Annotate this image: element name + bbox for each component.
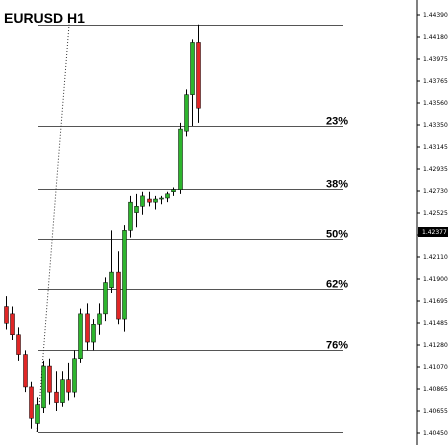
price-tick-label: 1.40865 (423, 386, 448, 393)
fib-level-label: 50% (326, 229, 348, 241)
fib-level-label: 23% (326, 116, 348, 128)
candle-bull[interactable] (178, 122, 183, 194)
price-tick-label: 1.40655 (423, 408, 448, 415)
candle-bull[interactable] (97, 303, 102, 335)
candle-bear[interactable] (23, 350, 28, 393)
candle-bull[interactable] (72, 350, 77, 398)
candle-body (116, 271, 121, 320)
price-tick-label: 1.40450 (423, 430, 448, 437)
candle-body (60, 379, 65, 403)
fibonacci-levels: 23% 38% 50% 62% 76% (38, 25, 348, 433)
candle-body (23, 354, 28, 388)
candle-body (16, 334, 21, 355)
candle-body (91, 324, 96, 343)
candle-bull[interactable] (171, 187, 176, 196)
candle-bull[interactable] (184, 89, 189, 137)
candle-body (97, 313, 102, 325)
candle-body (10, 313, 15, 335)
candle-bull[interactable] (165, 191, 170, 203)
price-tick-label: 1.42935 (423, 166, 448, 173)
candle-body (140, 195, 145, 207)
trend-line[interactable] (36, 24, 70, 432)
price-tick-label: 1.41280 (423, 342, 448, 349)
price-tick-label: 1.43350 (423, 122, 448, 129)
candle-bear[interactable] (54, 371, 59, 411)
candle-body (29, 386, 34, 419)
price-axis[interactable]: 1.44390 1.44180 1.43975 1.43765 1.43560 1.433… (417, 12, 448, 437)
fib-level-label: 38% (326, 179, 348, 191)
candle-bear[interactable] (29, 381, 34, 429)
candle-bull[interactable] (109, 230, 114, 293)
candle-bull[interactable] (140, 191, 145, 215)
candle-bull[interactable] (128, 195, 133, 238)
candle-bear[interactable] (47, 358, 52, 405)
candle-body (47, 365, 52, 393)
candle-body (159, 197, 164, 200)
price-tick-label: 1.43765 (423, 78, 448, 85)
candle-bear[interactable] (85, 303, 90, 351)
candle-bull[interactable] (91, 319, 96, 351)
price-tick-label: 1.42525 (423, 210, 448, 217)
price-tick-label: 1.43975 (423, 56, 448, 63)
candle-bull[interactable] (134, 193, 139, 228)
candle-bull[interactable] (60, 371, 65, 407)
candle-bull[interactable] (41, 360, 46, 414)
current-price-label: 1.42377 (422, 229, 447, 236)
price-tick-label: 1.43560 (423, 100, 448, 107)
trend-line-layer (36, 24, 70, 432)
candle-bear[interactable] (10, 306, 15, 340)
fib-level-label: 76% (326, 340, 348, 352)
candle-body (196, 42, 201, 109)
candle-bull[interactable] (159, 195, 164, 205)
candle-body (128, 201, 133, 231)
candle-bear[interactable] (196, 24, 201, 123)
fib-level-label: 62% (326, 279, 348, 291)
candle-bull[interactable] (190, 39, 195, 126)
candle-body (66, 379, 71, 393)
candle-body (122, 230, 127, 320)
candle-body (147, 198, 152, 203)
candle-bear[interactable] (147, 191, 152, 207)
candle-bull[interactable] (153, 195, 158, 210)
price-tick-label: 1.42110 (423, 254, 448, 261)
price-tick-label: 1.41695 (423, 298, 448, 305)
candle-bear[interactable] (116, 251, 121, 325)
candle-body (41, 365, 46, 409)
candles (4, 24, 201, 432)
candle-body (85, 313, 90, 343)
candle-body (103, 282, 108, 315)
candle-body (4, 306, 9, 324)
chart-title: EURUSD H1 (4, 10, 85, 26)
current-price-marker (418, 227, 448, 237)
candle-bear[interactable] (16, 327, 21, 361)
price-tick-label: 1.44180 (423, 34, 448, 41)
candle-body (72, 358, 77, 393)
price-tick-label: 1.42730 (423, 188, 448, 195)
candle-body (78, 313, 83, 360)
candle-bear[interactable] (4, 296, 9, 330)
price-tick-label: 1.43145 (423, 144, 448, 151)
candle-body (184, 94, 189, 132)
candle-body (178, 128, 183, 190)
candle-body (153, 198, 158, 203)
candle-bull[interactable] (78, 308, 83, 363)
candle-body (109, 271, 114, 289)
candle-bear[interactable] (66, 362, 71, 401)
candle-body (54, 391, 59, 403)
candle-body (165, 193, 170, 199)
price-tick-label: 1.41070 (423, 364, 448, 371)
candle-bull[interactable] (103, 277, 108, 322)
candle-bull[interactable] (35, 397, 40, 432)
candle-body (134, 206, 139, 213)
candle-body (190, 42, 195, 95)
price-tick-label: 1.41900 (423, 276, 448, 283)
price-tick-label: 1.44390 (423, 12, 448, 19)
candle-body (35, 404, 40, 424)
candle-bull[interactable] (122, 225, 127, 332)
price-tick-label: 1.41485 (423, 320, 448, 327)
candle-body (171, 189, 176, 192)
